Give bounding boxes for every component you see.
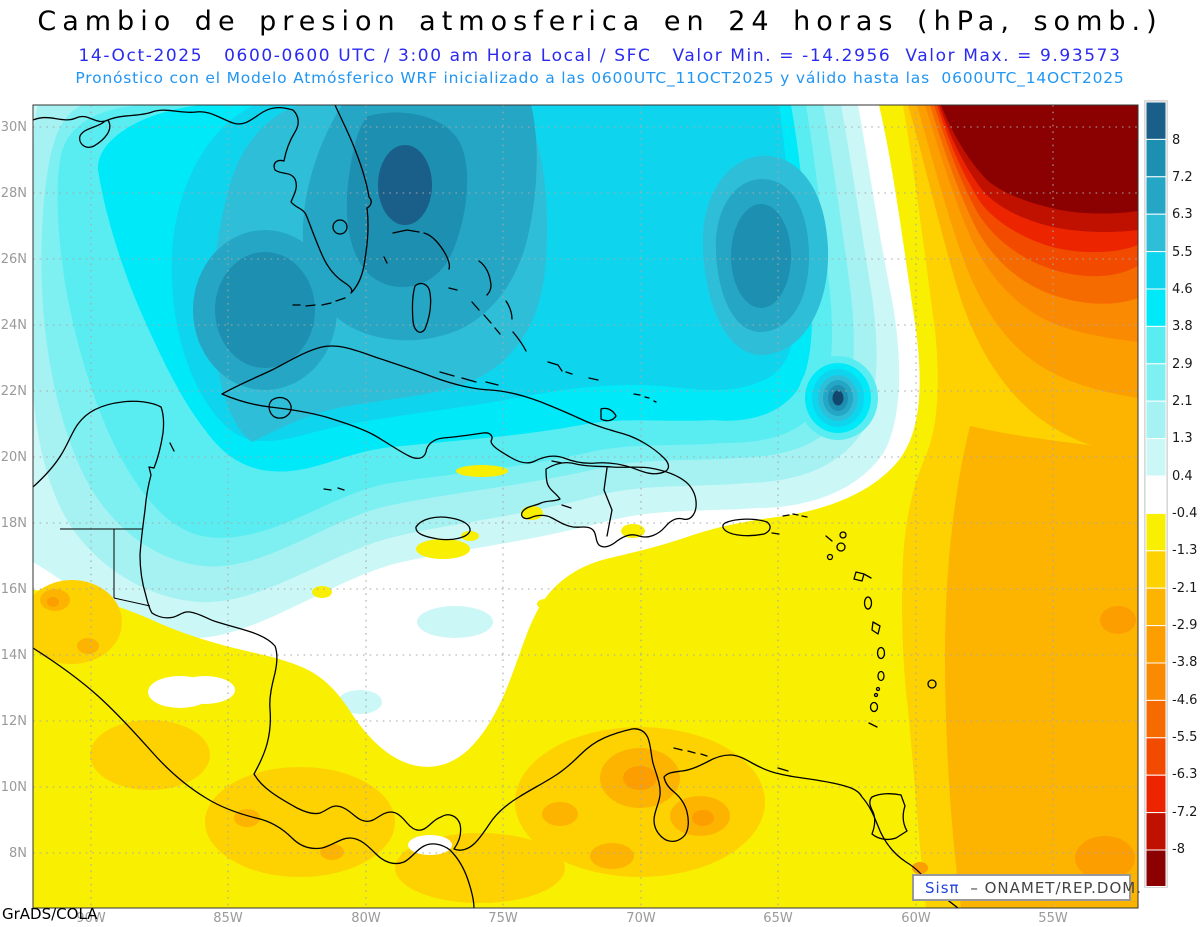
colorbar-segment (1145, 550, 1167, 589)
colorbar-tick: 2.9 (1172, 357, 1193, 372)
lat-tick: 28N (1, 186, 27, 201)
colorbar: 8 7.2 6.3 5.5 4.6 3.8 2.9 2.1 1.3 0.4 -0… (1144, 100, 1197, 888)
lesser-antilles (782, 513, 908, 841)
brand-text: – ONAMET/REP.DOM. (970, 879, 1142, 897)
colorbar-segment (1145, 849, 1167, 887)
lon-tick: 70W (626, 911, 656, 926)
colorbar-segment (1145, 625, 1167, 664)
onamet-watermark: Sisπ – ONAMET/REP.DOM. (912, 874, 1142, 901)
colorbar-segment (1145, 251, 1167, 290)
colorbar-segment (1145, 812, 1167, 851)
colorbar-tick: -2.9 (1172, 618, 1197, 633)
colorbar-tick: -2.1 (1172, 581, 1197, 596)
svg-text:Sisπ – ONAMET/REP.DOM.: Sisπ – ONAMET/REP.DOM. (925, 879, 1142, 897)
colorbar-segment (1145, 288, 1167, 327)
colorbar-segment (1145, 662, 1167, 701)
lon-tick: 75W (488, 911, 518, 926)
colorbar-tick: 3.8 (1172, 319, 1193, 334)
colorbar-segment (1145, 699, 1167, 739)
subtitle-validity: 14-Oct-2025 0600-0600 UTC / 3:00 am Hora… (78, 46, 1122, 66)
colorbar-tick: -1.3 (1172, 543, 1197, 558)
lon-tick: 60W (901, 911, 931, 926)
colorbar-segment (1145, 176, 1167, 215)
colorbar-segment (1145, 213, 1167, 253)
florida-keys (292, 297, 346, 307)
lon-tick: 55W (1038, 911, 1068, 926)
map-frame (32, 104, 1139, 909)
jamaica-hispaniola-puerto-rico (415, 460, 780, 548)
brand-prefix: Sisπ (925, 879, 960, 897)
gulf-coast-florida (33, 105, 372, 294)
political-borders (60, 528, 151, 607)
page-title: Cambio de presion atmosferica en 24 hora… (37, 6, 1163, 37)
colorbar-tick: -4.6 (1172, 693, 1197, 708)
colorbar-segment (1145, 587, 1167, 627)
lat-tick: 10N (1, 780, 27, 795)
colorbar-segment (1145, 438, 1167, 477)
yucatan-central-america (33, 400, 442, 831)
colorbar-segment (1145, 737, 1167, 776)
lesser-antilles-islets (826, 531, 937, 713)
coastlines (33, 105, 959, 908)
south-america-coast (440, 728, 959, 908)
pacific-coast (33, 647, 475, 908)
lat-tick: 16N (1, 582, 27, 597)
cuba (221, 345, 670, 491)
colorbar-tick: 4.6 (1172, 282, 1193, 297)
contour-field (33, 105, 1138, 908)
lat-tick: 22N (1, 384, 27, 399)
colorbar-segment (1145, 325, 1167, 365)
lat-tick: 30N (1, 120, 27, 135)
lon-tick: 85W (213, 911, 243, 926)
colorbar-tick: -8 (1172, 842, 1185, 857)
lat-tick: 24N (1, 318, 27, 333)
lat-tick: 26N (1, 252, 27, 267)
colorbar-segment (1145, 363, 1167, 402)
colorbar-tick: 7.2 (1172, 170, 1193, 185)
lat-tick: 20N (1, 450, 27, 465)
colorbar-segment (1145, 400, 1167, 440)
bahamas (383, 229, 657, 422)
colorbar-tick: -7.2 (1172, 805, 1197, 820)
colorbar-segment (1145, 512, 1167, 552)
colorbar-tick: 2.1 (1172, 394, 1193, 409)
bullseye-feature (798, 356, 878, 440)
colorbar-tick: 0.4 (1172, 469, 1193, 484)
longitude-axis: 90W 85W 80W 75W 70W 65W 60W 55W (76, 911, 1068, 926)
lat-tick: 14N (1, 648, 27, 663)
colorbar-tick: 8 (1172, 133, 1180, 148)
lon-tick: 65W (763, 911, 793, 926)
lon-tick: 90W (76, 911, 106, 926)
colorbar-segment (1145, 774, 1167, 814)
colorbar-tick: -6.3 (1172, 767, 1197, 782)
colorbar-tick: 5.5 (1172, 245, 1193, 260)
subtitle-model: Pronóstico con el Modelo Atmósferico WRF… (75, 69, 1125, 87)
colorbar-tick: -3.8 (1172, 655, 1197, 670)
colorbar-tick: 6.3 (1172, 207, 1193, 222)
colorbar-segment (1145, 138, 1167, 178)
colorbar-tick: 1.3 (1172, 431, 1193, 446)
lat-tick: 8N (9, 846, 27, 861)
lake-okeechobee (332, 219, 348, 235)
latitude-axis: 30N 28N 26N 24N 22N 20N 18N 16N 14N 12N … (1, 120, 27, 861)
lon-tick: 80W (351, 911, 381, 926)
lat-tick: 18N (1, 516, 27, 531)
colorbar-segment (1145, 475, 1167, 514)
lat-tick: 12N (1, 714, 27, 729)
colorbar-tick: -5.5 (1172, 730, 1197, 745)
grads-credit: GrADS/COLA (2, 905, 98, 923)
colorbar-tick: -0.4 (1172, 506, 1197, 521)
colorbar-segment (1145, 101, 1167, 140)
